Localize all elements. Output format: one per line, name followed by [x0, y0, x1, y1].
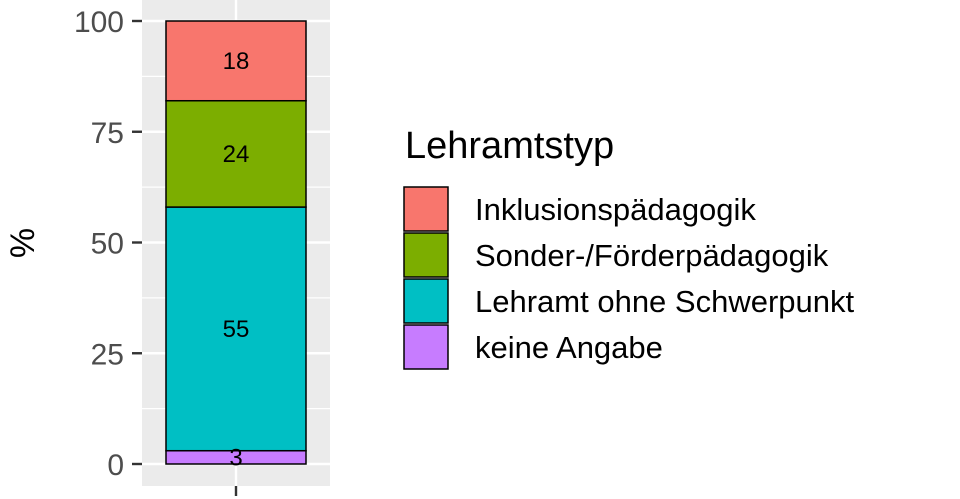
- y-tick-label: 100: [74, 6, 124, 39]
- legend-label: Lehramt ohne Schwerpunkt: [475, 284, 855, 319]
- y-tick-label: 25: [91, 338, 124, 371]
- y-tick-label: 50: [91, 228, 124, 261]
- legend-label: Inklusionspädagogik: [475, 192, 756, 227]
- data-label: 24: [223, 141, 250, 168]
- legend-title: Lehramtstyp: [405, 125, 614, 167]
- data-label: 3: [229, 444, 242, 471]
- y-axis-title: %: [4, 228, 42, 258]
- y-axis: 0 25 50 75 100: [74, 6, 238, 496]
- bar-segment: [165, 99, 307, 208]
- legend-key: [403, 324, 449, 370]
- bar-segment: [165, 20, 307, 102]
- data-label: 18: [223, 48, 250, 75]
- data-labels: 3 55 24 18: [223, 48, 250, 471]
- data-label: 55: [223, 316, 250, 343]
- legend-key: [403, 186, 449, 232]
- bar-segment: [165, 206, 307, 452]
- y-tick-label: 0: [107, 449, 124, 482]
- legend: Lehramtstyp Inklusionspädagogik Sonder-/F…: [403, 125, 855, 370]
- legend-label: keine Angabe: [475, 330, 663, 365]
- bar-stack: [165, 20, 307, 465]
- legend-label: Sonder-/Förderpädagogik: [475, 238, 829, 273]
- legend-items: Inklusionspädagogik Sonder-/Förderpädagog…: [403, 186, 855, 370]
- legend-key: [403, 232, 449, 278]
- y-tick-label: 75: [91, 117, 124, 150]
- legend-key: [403, 278, 449, 324]
